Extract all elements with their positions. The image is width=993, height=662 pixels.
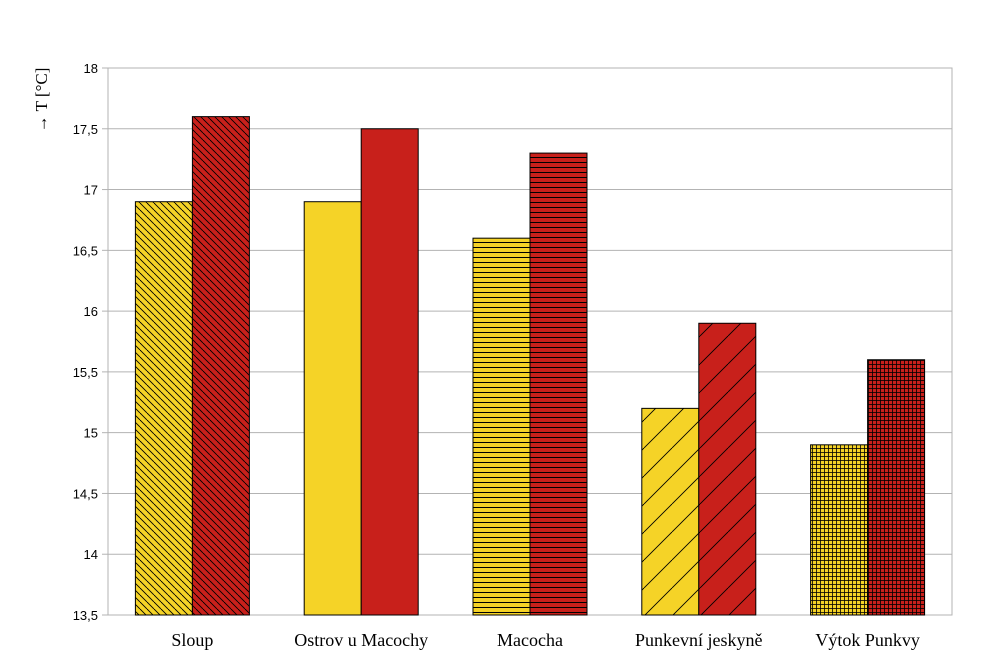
- bar-fill: [304, 201, 362, 615]
- x-category-label: Macocha: [497, 630, 563, 650]
- bar-hatch: [473, 238, 530, 615]
- bar-hatch: [641, 408, 699, 615]
- y-tick-label: 14,5: [73, 486, 98, 501]
- y-tick-label: 15: [84, 426, 98, 441]
- y-tick-label: 14: [84, 547, 98, 562]
- y-tick-label: 18: [84, 61, 98, 76]
- x-category-label: Výtok Punkvy: [815, 630, 920, 650]
- bar: [698, 322, 757, 616]
- y-tick-label: 15,5: [73, 365, 98, 380]
- bar-fill: [361, 128, 419, 615]
- bar: [529, 152, 588, 616]
- y-axis-title: → T [°C]: [32, 68, 51, 133]
- bar: [360, 128, 419, 616]
- bar-hatch: [530, 153, 587, 616]
- bar: [191, 116, 250, 616]
- bar-hatch: [867, 359, 925, 615]
- bars: [134, 116, 926, 616]
- x-category-label: Ostrov u Macochy: [294, 630, 428, 650]
- axes: 13,5 14 14,5 15 15,5 16 16,5 17 17,5 18 Sloup Ostro…: [73, 61, 920, 650]
- bar: [867, 359, 926, 616]
- bar-hatch: [135, 201, 193, 615]
- bar-hatch: [698, 323, 756, 615]
- y-tick-label: 16: [84, 304, 98, 319]
- y-tick-label: 17: [84, 183, 98, 198]
- y-tick-label: 13,5: [73, 608, 98, 623]
- y-tick-label: 16,5: [73, 243, 98, 258]
- bar-hatch: [192, 116, 250, 615]
- x-category-label: Punkevní jeskyně: [635, 630, 763, 650]
- bar-hatch: [810, 444, 868, 615]
- x-category-label: Sloup: [171, 630, 213, 650]
- y-tick-label: 17,5: [73, 122, 98, 137]
